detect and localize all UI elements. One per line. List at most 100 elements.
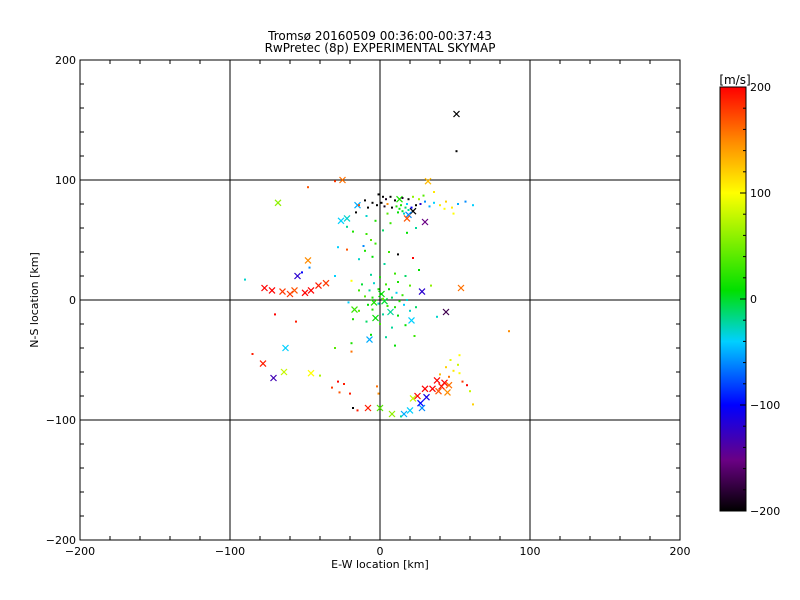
data-point-dot (418, 198, 420, 201)
data-point-dot (452, 212, 455, 215)
data-point-dot (400, 204, 402, 207)
data-point-dot (472, 204, 474, 207)
data-point-x (274, 199, 282, 207)
data-point-dot (451, 206, 453, 209)
data-point-dot (352, 318, 354, 321)
data-point-dot (365, 233, 368, 235)
data-point-dot (388, 251, 390, 253)
data-point-dot (395, 291, 398, 294)
data-point-dot (364, 199, 366, 202)
data-point-dot (389, 222, 392, 225)
data-point-dot (458, 354, 461, 357)
data-point-x (304, 256, 312, 264)
data-point-dot (452, 369, 455, 372)
data-point-dot (352, 407, 354, 409)
data-point-dot (404, 206, 407, 209)
data-point-dot (373, 282, 375, 285)
data-point-dot (397, 253, 399, 256)
data-point-dot (400, 415, 402, 418)
data-point-dot (404, 275, 407, 277)
data-point-dot (334, 275, 336, 277)
data-point-dot (385, 283, 387, 286)
data-point-dot (383, 205, 386, 208)
data-point-x (270, 374, 277, 382)
data-point-x (286, 290, 294, 298)
data-point-dot (380, 201, 383, 204)
data-point-x (417, 399, 424, 407)
data-point-dot (391, 296, 393, 299)
data-point-x (307, 286, 315, 294)
colorbar-label: [m/s] (719, 73, 750, 87)
colorbar-tick-label: 200 (750, 81, 771, 94)
data-point-dot (412, 195, 414, 198)
data-point-dot (370, 333, 372, 336)
data-point-x (279, 288, 286, 296)
data-point-dot (379, 323, 381, 325)
data-point-x (372, 314, 379, 322)
data-point-dot (364, 249, 366, 252)
data-point-dot (356, 409, 359, 412)
data-point-x (351, 306, 358, 314)
data-point-dot (365, 215, 368, 217)
data-point-dot (331, 386, 333, 389)
data-point-dot (338, 391, 341, 394)
data-point-dot (443, 207, 446, 210)
data-point-dot (386, 305, 389, 307)
data-point-x (387, 308, 394, 316)
y-tick-labels: −200 −100 0 100 200 (46, 54, 76, 547)
data-point-dot (398, 300, 401, 303)
data-point-dot (377, 302, 380, 305)
data-point-dot (433, 191, 435, 193)
data-point-dot (419, 203, 422, 205)
data-point-dot (409, 309, 411, 312)
data-point-x (421, 385, 429, 393)
data-point-dot (436, 315, 438, 318)
data-point-dot (355, 211, 357, 214)
data-point-dot (445, 366, 447, 369)
data-point-dot (449, 359, 452, 361)
data-point-dot (404, 324, 407, 327)
data-point-dot (394, 199, 396, 202)
data-point-x (409, 207, 417, 215)
grid-lines (80, 60, 680, 540)
data-point-dot (457, 203, 459, 205)
x-tick-label: 100 (520, 545, 541, 558)
data-point-dot (362, 245, 365, 247)
data-point-x (337, 217, 345, 225)
data-point-dot (401, 210, 404, 213)
data-point-dot (350, 342, 353, 345)
data-point-dot (343, 383, 345, 385)
x-tick-label: −100 (215, 545, 245, 558)
data-point-dot (347, 301, 350, 304)
data-point-dot (406, 299, 408, 301)
data-point-dot (394, 272, 396, 275)
data-point-dot (377, 193, 380, 196)
data-point-x (343, 214, 351, 222)
data-point-dot (371, 201, 374, 204)
data-point-dot (334, 347, 336, 349)
data-point-dot (457, 363, 459, 366)
data-point-dot (367, 206, 369, 209)
data-point-dot (371, 308, 374, 311)
data-point-dot (251, 353, 254, 355)
data-point-dot (385, 336, 387, 339)
data-point-x (423, 393, 430, 401)
colorbar-tick-label: 0 (750, 293, 757, 306)
data-point-dot (422, 194, 425, 197)
data-point-dot (374, 242, 377, 245)
data-point-dot (382, 195, 384, 198)
colorbar-ticks: 200 100 0 −100 −200 (740, 81, 780, 518)
data-point-dot (349, 392, 351, 395)
data-point-x (261, 284, 268, 292)
data-point-x (315, 282, 322, 290)
y-axis-label: N-S location [km] (28, 252, 41, 348)
data-point-dot (358, 289, 360, 292)
data-point-dot (385, 198, 387, 201)
data-point-dot (376, 204, 378, 207)
data-point-dot (350, 279, 353, 282)
data-point-dot (406, 203, 408, 205)
data-point-dot (397, 314, 399, 317)
data-point-dot (352, 230, 354, 233)
data-point-dot (376, 385, 378, 388)
